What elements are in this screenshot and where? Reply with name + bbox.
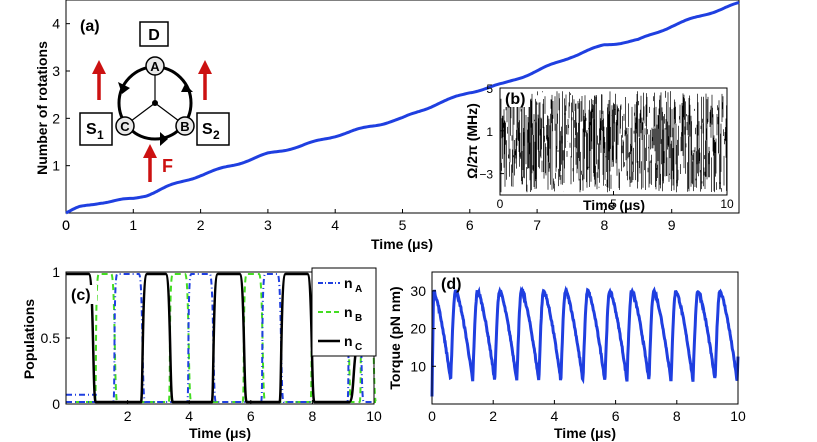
y-tick-label: 1: [486, 125, 493, 139]
panel-b-tag: (b): [505, 91, 525, 108]
x-tick-label: 10: [720, 197, 734, 211]
x-tick-label: 8: [673, 408, 681, 424]
up-arrow-icon: [198, 60, 212, 100]
panel-d-frame: [431, 271, 739, 405]
box-s2-label: S: [202, 121, 213, 138]
y-tick-label: 0: [52, 396, 60, 412]
panel-b: 0 5 10 −3 1 5 Time (μs) Ω/2π (MHz) (b): [464, 82, 734, 213]
node-b: [175, 116, 195, 136]
x-tick-label: 10: [366, 408, 382, 424]
node-a-label: A: [150, 59, 160, 74]
panel-b-tag-bg: [504, 90, 530, 107]
panel-a-series-line: [65, 1, 740, 215]
force-label: F: [162, 156, 173, 176]
x-tick-label: 1: [129, 217, 137, 233]
y-tick-label: 4: [52, 16, 60, 32]
panel-d-x-ticks: 0 2 4 6 8 10: [428, 400, 746, 424]
schematic: D S 1 S 2 A B C: [79, 21, 230, 182]
x-tick-label: 6: [247, 408, 255, 424]
legend-label-b: n: [344, 304, 353, 320]
y-tick-label: 20: [410, 321, 426, 337]
y-tick-label: 30: [410, 283, 426, 299]
up-arrow-icon: [143, 144, 157, 182]
panel-b-noise-path: [500, 90, 727, 193]
x-tick-label: 5: [399, 217, 407, 233]
panel-a-tag: (a): [80, 18, 100, 35]
panel-c: 2 4 6 8 10 00.51 Time (μs) Populations (c) n…: [21, 264, 382, 441]
box-s2: [196, 112, 230, 146]
panel-c-x-ticks: 2 4 6 8 10: [124, 400, 382, 424]
box-s2-sub: 2: [213, 128, 220, 142]
x-tick-label: 4: [331, 217, 339, 233]
x-tick-label: 4: [185, 408, 193, 424]
panel-c-ylabel: Populations: [21, 299, 37, 379]
panel-d-xlabel: Time (μs): [554, 425, 616, 441]
panel-b-xlabel: Time (μs): [583, 197, 645, 213]
panel-d-tag: (d): [441, 276, 461, 293]
x-tick-label: 10: [730, 408, 746, 424]
panel-a-x-ticks: 0 1 2 3 4 5 6 7 8 90: [62, 209, 676, 233]
y-tick-label: 0.5: [41, 330, 61, 346]
panel-b-y-ticks: −3 1 5: [479, 82, 504, 182]
x-tick-label: 7: [533, 217, 541, 233]
panel-b-ylabel: Ω/2π (MHz): [464, 103, 480, 179]
legend-label-c: n: [344, 333, 353, 349]
panel-b-x-ticks: 0 5 10: [497, 191, 734, 211]
x-tick-label: 0: [428, 408, 436, 424]
series-nb-line: [66, 272, 377, 404]
panel-a-ylabel: Number of rotations: [34, 41, 50, 175]
box-s1-sub: 1: [97, 128, 104, 142]
x-tick-label: 0: [62, 217, 70, 233]
box-d: [139, 21, 169, 47]
panel-a-y-ticks: 1 2 3 4: [52, 16, 70, 174]
x-tick-label: 5: [610, 197, 617, 211]
legend-sub-c: C: [355, 342, 362, 353]
y-tick-label: −3: [479, 168, 493, 182]
panel-d-y-ticks: 10 20 30: [410, 283, 436, 374]
x-tick-label: 0: [497, 197, 504, 211]
box-s1-label: S: [86, 121, 97, 138]
legend-sub-b: B: [355, 313, 362, 324]
legend-sub-a: A: [355, 284, 362, 295]
y-tick-label: 1: [52, 264, 60, 280]
y-tick-label: 2: [52, 110, 60, 126]
node-c: [115, 116, 135, 136]
x-tick-label: 4: [551, 408, 559, 424]
panel-d-series-line: [430, 285, 740, 397]
panel-c-tag: (c): [71, 287, 91, 304]
box-d-label: D: [148, 27, 160, 44]
panel-a-xlabel: Time (μs): [371, 236, 433, 252]
node-c-label: C: [120, 119, 130, 134]
x-tick-label: 8: [601, 217, 609, 233]
y-tick-label: 10: [410, 358, 426, 374]
x-tick-label: 6: [612, 408, 620, 424]
legend-label-a: n: [344, 275, 353, 291]
panel-c-y-ticks: 00.51: [41, 264, 70, 412]
node-a: [145, 56, 165, 76]
panel-b-noise-trace: [500, 90, 727, 193]
x-tick-label: 2: [489, 408, 497, 424]
x-tick-label: 2: [197, 217, 205, 233]
y-tick-label: 5: [486, 82, 493, 96]
panel-c-xlabel: Time (μs): [189, 425, 251, 441]
y-tick-label: 1: [52, 158, 60, 174]
x-tick-label: 9: [668, 217, 676, 233]
x-tick-label: 2: [124, 408, 132, 424]
panel-a: 0 1 2 3 4 5 6 7 8 9 0 1 2 3 4 Time (μs) Number of rot…: [34, 0, 740, 252]
panel-c-legend: n A n B n C: [311, 267, 377, 357]
panel-c-tag-bg: [70, 285, 97, 304]
x-tick-label: 0: [62, 217, 70, 233]
x-tick-label: 8: [309, 408, 317, 424]
y-tick-label: 3: [52, 63, 60, 79]
x-tick-label: 6: [466, 217, 474, 233]
panel-d-ylabel: Torque (pN nm): [387, 286, 403, 389]
node-b-label: B: [180, 119, 189, 134]
up-arrow-icon: [92, 60, 106, 100]
x-tick-label: 3: [264, 217, 272, 233]
box-s1: [79, 112, 113, 146]
